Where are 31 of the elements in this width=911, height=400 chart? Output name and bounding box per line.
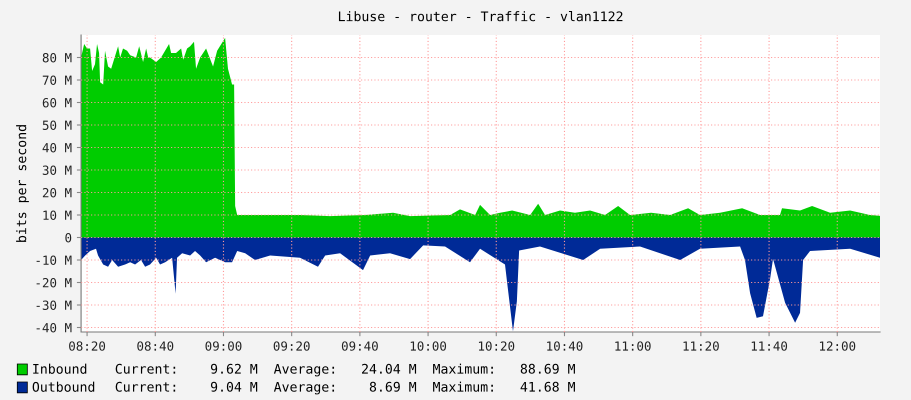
y-tick-label: 20 M xyxy=(42,188,72,198)
x-tick-label: 09:00 xyxy=(205,341,242,351)
y-tick-label: 80 M xyxy=(42,53,72,62)
x-tick-label: 08:40 xyxy=(137,341,174,351)
y-tick-label: -40 M xyxy=(36,323,72,332)
y-tick-label: 60 M xyxy=(42,98,72,108)
y-tick-label: 30 M xyxy=(42,166,72,175)
legend-label: Outbound xyxy=(32,382,94,392)
x-tick-label: 08:20 xyxy=(69,341,106,351)
text: Current: 9.62 M Average: 24.04 M Maximum: 88.69 M xyxy=(116,364,575,376)
y-tick-label: 40 M xyxy=(42,143,72,152)
y-tick-label: -20 M xyxy=(36,278,72,288)
text: Current: 9.04 M Average: 8.69 M Maximum: 41.68 M xyxy=(116,382,575,394)
chart-title: Libuse - router - Traffic - vlan1122 xyxy=(338,11,622,22)
y-axis-title: bits per second xyxy=(16,125,29,242)
x-tick-label: 09:20 xyxy=(274,341,310,351)
x-tick-label: 11:20 xyxy=(684,341,719,351)
y-tick-label: -30 M xyxy=(36,300,72,310)
y-tick-label: 70 M xyxy=(42,76,72,85)
y-tick-label: 0 xyxy=(65,233,72,242)
y-tick-label: 50 M xyxy=(42,120,72,130)
y-tick-label: -10 M xyxy=(36,256,72,265)
x-tick-label: 10:20 xyxy=(478,341,514,351)
x-tick-label: 10:00 xyxy=(410,341,446,351)
legend-label: Inbound xyxy=(33,364,86,374)
x-tick-label: 10:40 xyxy=(547,341,582,351)
x-tick-label: 12:00 xyxy=(820,341,856,351)
x-tick-label: 11:40 xyxy=(752,341,788,351)
x-tick-label: 09:40 xyxy=(342,341,378,351)
x-tick-label: 11:00 xyxy=(615,341,651,351)
y-tick-label: 10 M xyxy=(43,210,72,220)
